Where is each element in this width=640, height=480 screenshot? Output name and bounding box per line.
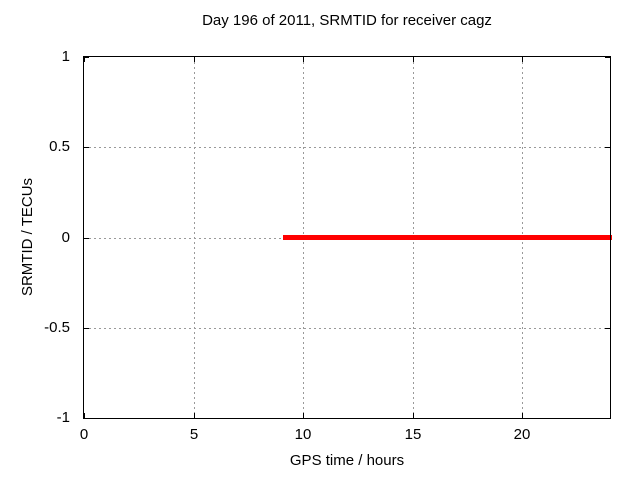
y-tick-mark-right <box>605 147 610 148</box>
x-tick-mark-bottom <box>84 413 85 418</box>
x-tick-mark-top <box>194 57 195 62</box>
chart-title: Day 196 of 2011, SRMTID for receiver cag… <box>202 12 492 29</box>
x-tick-label: 0 <box>79 426 89 443</box>
x-tick-mark-bottom <box>194 413 195 418</box>
x-axis-label: GPS time / hours <box>289 452 405 469</box>
y-tick-mark-left <box>84 328 89 329</box>
y-tick-label: -0.5 <box>44 319 70 336</box>
y-tick-label: 0 <box>61 229 70 246</box>
x-tick-mark-bottom <box>303 413 304 418</box>
y-tick-mark-left <box>84 418 89 419</box>
x-tick-mark-top <box>303 57 304 62</box>
y-tick-mark-left <box>84 238 89 239</box>
x-tick-label: 10 <box>294 426 312 443</box>
x-tick-mark-top <box>522 57 523 62</box>
y-grid-line <box>84 327 610 329</box>
x-tick-label: 20 <box>513 426 531 443</box>
x-tick-mark-top <box>84 57 85 62</box>
y-tick-label: 1 <box>61 48 70 65</box>
x-tick-mark-bottom <box>413 413 414 418</box>
y-tick-label: 0.5 <box>49 138 70 155</box>
y-tick-mark-right <box>605 57 610 58</box>
y-tick-mark-left <box>84 147 89 148</box>
x-tick-mark-bottom <box>522 413 523 418</box>
data-line <box>283 235 612 240</box>
x-tick-label: 5 <box>189 426 199 443</box>
y-tick-mark-right <box>605 418 610 419</box>
y-tick-mark-left <box>84 57 89 58</box>
x-tick-mark-top <box>413 57 414 62</box>
y-grid-line <box>84 146 610 148</box>
y-tick-label: -1 <box>56 409 70 426</box>
y-tick-mark-right <box>605 328 610 329</box>
x-tick-label: 15 <box>404 426 422 443</box>
